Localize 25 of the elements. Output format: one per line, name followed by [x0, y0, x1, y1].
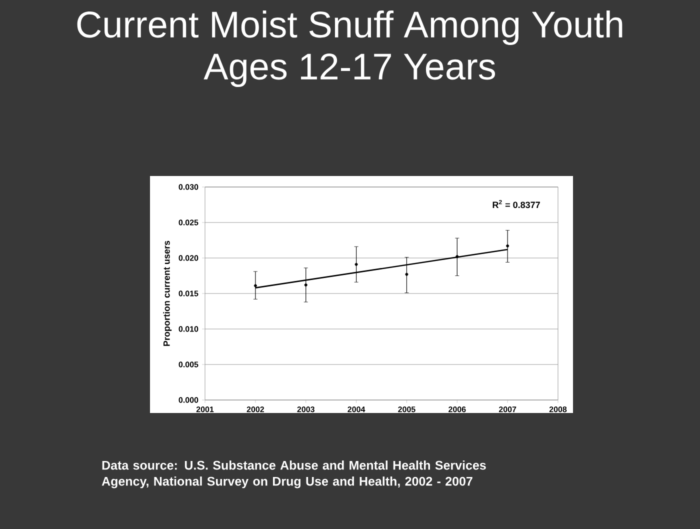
- x-tick-label: 2005: [398, 406, 416, 412]
- y-tick-label: 0.015: [178, 290, 198, 296]
- y-tick-label: 0.025: [178, 220, 198, 226]
- y-axis-title: Proportion current users: [163, 240, 172, 346]
- source-note: Data source: U.S. Substance Abuse and Mental Health Services Agency, National Survey on Drug Use and Health, 2002 - 2007: [102, 460, 486, 488]
- annotation: R$^{2}$ = 0.8377: [492, 200, 540, 208]
- x-tick-label: 2004: [348, 406, 366, 412]
- y-tick-label: 0.000: [178, 397, 198, 403]
- chart-title: Current Moist Snuff Among Youth Ages 12-17 Years: [77, 10, 622, 88]
- y-tick-label: 0.005: [178, 362, 198, 368]
- y-tick-label: 0.020: [178, 255, 198, 261]
- point: [304, 283, 308, 286]
- x-tick-label: 2007: [498, 406, 516, 412]
- point: [405, 272, 408, 276]
- point: [254, 284, 257, 288]
- y-tick-label: 0.030: [178, 184, 198, 190]
- point: [506, 244, 510, 248]
- x-tick-label: 2002: [246, 406, 264, 412]
- point: [354, 262, 358, 266]
- x-tick-label: 2003: [297, 406, 314, 412]
- x-tick-label: 2008: [549, 406, 567, 412]
- x-tick-label: 2006: [448, 406, 466, 412]
- y-tick-label: 0.010: [178, 326, 198, 332]
- x-tick-label: 2001: [196, 406, 214, 412]
- point: [456, 255, 459, 258]
